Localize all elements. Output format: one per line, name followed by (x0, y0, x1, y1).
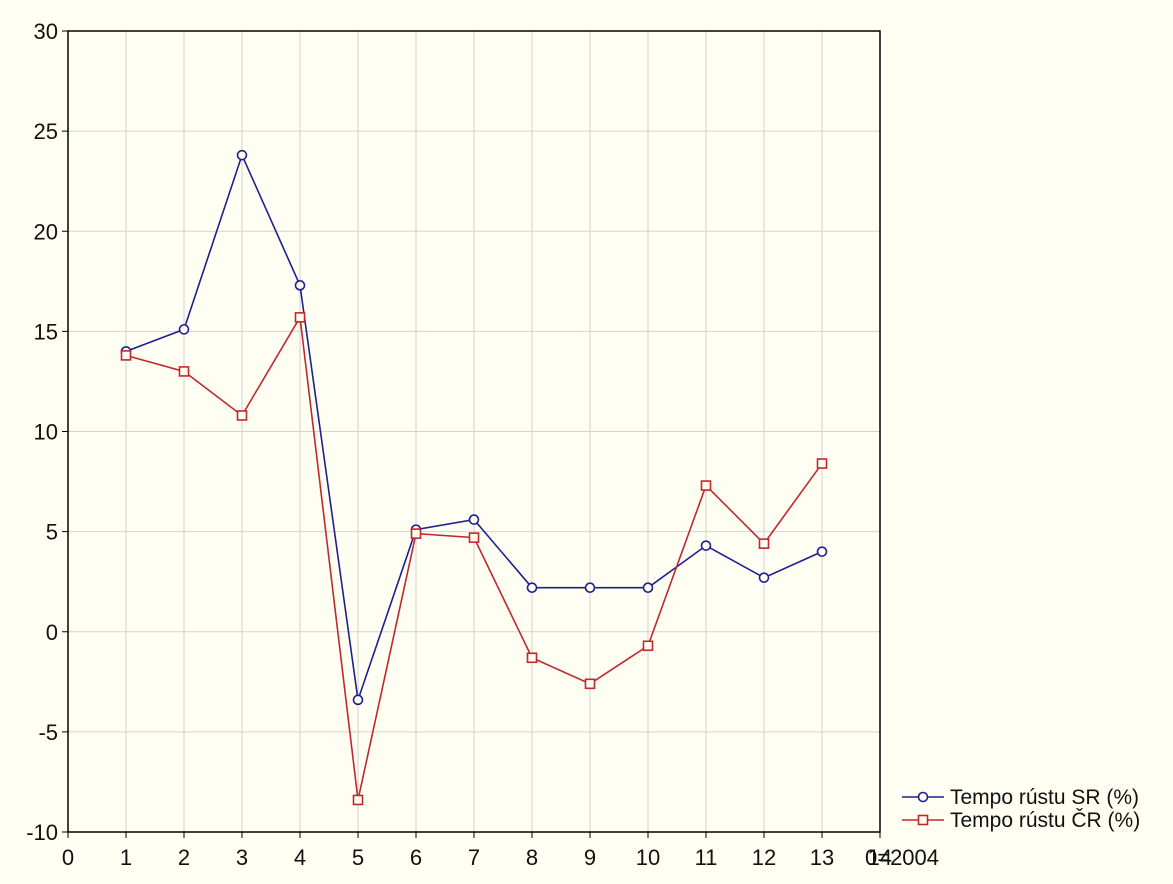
x-tick-label: 8 (526, 845, 538, 870)
data-point-circle (178, 324, 190, 335)
data-point-square (642, 640, 654, 652)
gridlines (68, 31, 880, 832)
data-point-square (700, 480, 712, 491)
data-point-circle (468, 514, 480, 525)
data-point-square (468, 532, 480, 543)
x-axis-note: 0=2004 (865, 845, 939, 870)
data-point-square (178, 366, 190, 377)
data-point-circle (700, 540, 712, 551)
data-point-circle (642, 582, 654, 593)
y-tick-label: 30 (34, 19, 58, 44)
data-point-square (294, 312, 306, 323)
data-point-square (352, 794, 364, 806)
data-point-circle (294, 280, 306, 291)
legend: Tempo rústu SR (%)Tempo rústu ČR (%) (902, 786, 1140, 832)
y-axis-ticks: -10 -5 0 5 10 15 20 25 30 (26, 19, 68, 845)
data-point-circle (584, 582, 596, 593)
y-tick-label: -10 (26, 820, 58, 845)
series-lines (120, 149, 828, 806)
x-tick-label: 13 (810, 845, 834, 870)
x-tick-label: 12 (752, 845, 776, 870)
data-point-circle (758, 572, 770, 583)
x-tick-label: 4 (294, 845, 306, 870)
legend-label-1: Tempo rústu SR (%) (950, 786, 1139, 809)
data-point-square (410, 528, 422, 539)
data-point-circle (816, 546, 828, 557)
y-tick-label: 0 (46, 620, 58, 645)
data-point-circle (352, 694, 364, 706)
data-point-circle (236, 149, 248, 161)
x-tick-label: 3 (236, 845, 248, 870)
legend-marker-square (917, 814, 929, 826)
y-tick-label: 25 (34, 119, 58, 144)
x-tick-label: 0 (62, 845, 74, 870)
data-point-square (816, 458, 828, 469)
x-tick-label: 7 (468, 845, 480, 870)
x-axis-ticks: 0 1 2 3 4 5 6 7 8 9 10 11 12 13 14 (62, 832, 892, 870)
legend-label-2: Tempo rústu ČR (%) (950, 809, 1140, 832)
y-tick-label: 20 (34, 219, 58, 244)
x-tick-label: 5 (352, 845, 364, 870)
y-tick-label: -5 (38, 720, 58, 745)
legend-marker-circle (917, 791, 929, 803)
x-tick-label: 2 (178, 845, 190, 870)
x-tick-label: 1 (120, 845, 132, 870)
data-point-square (236, 410, 248, 421)
data-point-square (526, 652, 538, 664)
data-point-circle (526, 582, 538, 593)
y-tick-label: 15 (34, 319, 58, 344)
data-point-square (584, 678, 596, 690)
x-tick-label: 14 (868, 845, 892, 870)
x-tick-label: 10 (636, 845, 660, 870)
x-tick-label: 9 (584, 845, 596, 870)
x-tick-label: 6 (410, 845, 422, 870)
y-tick-label: 10 (34, 420, 58, 445)
data-point-square (120, 350, 132, 361)
data-point-square (758, 538, 770, 549)
x-tick-label: 11 (695, 845, 718, 870)
y-tick-label: 5 (46, 520, 58, 545)
